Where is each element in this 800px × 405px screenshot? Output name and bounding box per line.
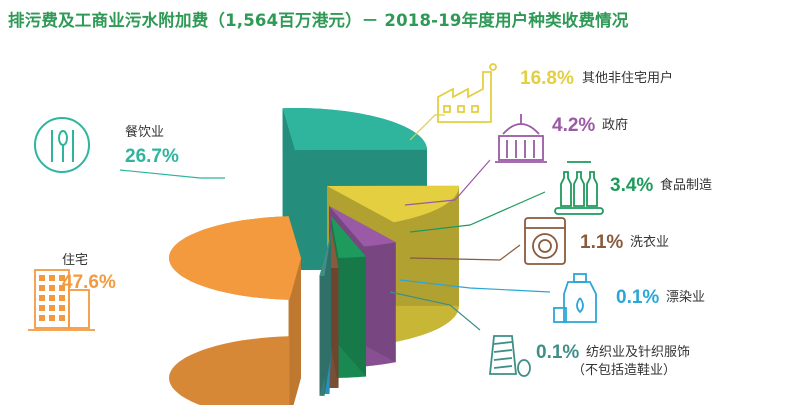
slice-label: 纺织业及针织服饰（不包括造鞋业） [572, 345, 690, 378]
government-building-icon [495, 114, 547, 163]
slice-label: 餐饮业 [125, 124, 164, 140]
pie-slice [169, 216, 301, 405]
data-label: 16.8% [520, 68, 574, 89]
slice-label: 洗衣业 [630, 234, 669, 250]
data-label: 47.6% [62, 272, 116, 293]
leader-line [404, 159, 491, 206]
leader-line [409, 244, 521, 261]
slice-label: 住宅 [62, 253, 88, 268]
slice-label: 政府 [602, 118, 628, 133]
data-label: 4.2% [552, 115, 595, 136]
data-label: 0.1% [616, 287, 659, 308]
legend-item: 16.8% 其他非住宅用户 [409, 63, 673, 141]
detergent-bottle-icon [553, 273, 597, 323]
fork-spoon-knife-icon [34, 117, 90, 173]
pie-slice-top [327, 185, 459, 223]
data-label: 3.4% [610, 175, 653, 196]
page-title: 排污费及工商业污水附加费（1,564百万港元）－ 2018-19年度用户种类收费… [8, 11, 629, 30]
residential-building-icon [28, 269, 95, 331]
bottles-conveyor-icon [554, 161, 604, 215]
thread-spool-icon [489, 335, 531, 377]
data-label: 0.1% [536, 342, 579, 363]
data-label: 26.7% [125, 146, 179, 167]
pie-slice [331, 216, 367, 378]
slice-label: 食品制造 [660, 177, 712, 193]
leader-line [119, 169, 225, 179]
legend-item-residential: 住宅 47.6% [28, 253, 116, 331]
pie-slice-top [331, 216, 366, 258]
pie-slice-top [329, 226, 339, 268]
slice-label: 漂染业 [666, 289, 705, 305]
factory-icon [437, 63, 497, 123]
leader-line [409, 114, 445, 141]
pie-slice-top [282, 108, 427, 150]
pie-slice [329, 226, 339, 388]
pie-slice [319, 234, 331, 396]
data-label: 1.1% [580, 232, 623, 253]
leader-line [409, 191, 546, 233]
washing-machine-icon [524, 217, 566, 265]
legend-item: 0.1% 漂染业 [399, 273, 705, 323]
legend-item: 4.2% 政府 [404, 114, 628, 206]
pie-body [169, 108, 459, 405]
legend-item: 3.4% 食品制造 [409, 161, 712, 233]
slice-label: 其他非住宅用户 [582, 70, 673, 86]
leader-line [389, 291, 481, 331]
legend-item: 0.1% 纺织业及针织服饰（不包括造鞋业） [389, 291, 690, 378]
legend-item: 1.1% 洗衣业 [409, 217, 669, 265]
leader-line [399, 279, 551, 293]
pie-slice-top [329, 206, 396, 247]
pie-slice-top [169, 216, 301, 300]
pie-slice-top [319, 234, 331, 276]
legend-item-restaurant: 餐饮业 26.7% [34, 117, 225, 179]
